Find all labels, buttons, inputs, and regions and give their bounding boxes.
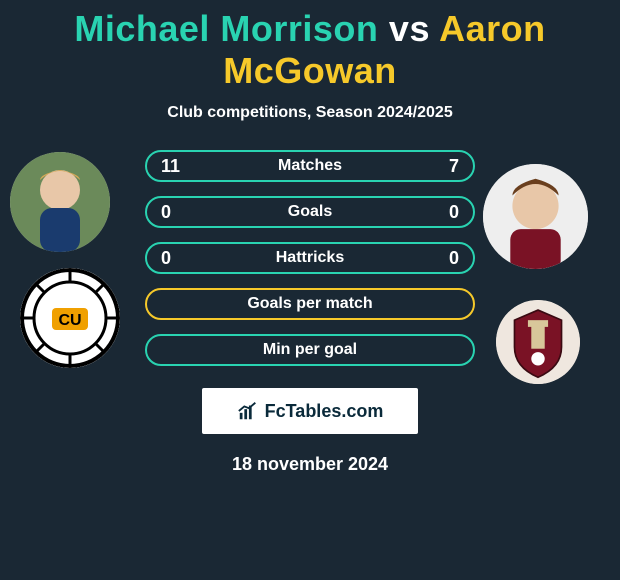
stat-label: Hattricks bbox=[147, 249, 473, 267]
stat-row-matches: 11 Matches 7 bbox=[145, 150, 475, 182]
comparison-content: CU 11 Matches 7 0 Goals 0 bbox=[0, 150, 620, 475]
stat-left-value: 0 bbox=[161, 202, 171, 223]
stat-left-value: 0 bbox=[161, 248, 171, 269]
date-text: 18 november 2024 bbox=[0, 454, 620, 475]
player1-club-badge: CU bbox=[20, 268, 120, 368]
stat-label: Goals per match bbox=[147, 295, 473, 313]
brand-text: FcTables.com bbox=[265, 401, 384, 422]
page-title: Michael Morrison vs Aaron McGowan bbox=[0, 0, 620, 92]
stat-label: Matches bbox=[147, 157, 473, 175]
stat-right-value: 0 bbox=[449, 248, 459, 269]
stat-row-min-per-goal: Min per goal bbox=[145, 334, 475, 366]
player2-avatar bbox=[483, 164, 588, 269]
subtitle: Club competitions, Season 2024/2025 bbox=[0, 104, 620, 122]
brand-box: FcTables.com bbox=[202, 388, 418, 434]
chart-icon bbox=[237, 400, 259, 422]
stats-bars: 11 Matches 7 0 Goals 0 0 Hattricks 0 Goa… bbox=[145, 150, 475, 366]
stat-right-value: 7 bbox=[449, 156, 459, 177]
stat-left-value: 11 bbox=[161, 156, 180, 177]
player1-avatar bbox=[10, 152, 110, 252]
svg-text:CU: CU bbox=[58, 312, 81, 329]
stat-right-value: 0 bbox=[449, 202, 459, 223]
stat-label: Min per goal bbox=[147, 341, 473, 359]
player1-name: Michael Morrison bbox=[74, 8, 378, 49]
stat-row-hattricks: 0 Hattricks 0 bbox=[145, 242, 475, 274]
stat-row-goals: 0 Goals 0 bbox=[145, 196, 475, 228]
vs-text: vs bbox=[389, 8, 430, 49]
player2-club-badge bbox=[496, 300, 580, 384]
stat-label: Goals bbox=[147, 203, 473, 221]
stat-row-goals-per-match: Goals per match bbox=[145, 288, 475, 320]
